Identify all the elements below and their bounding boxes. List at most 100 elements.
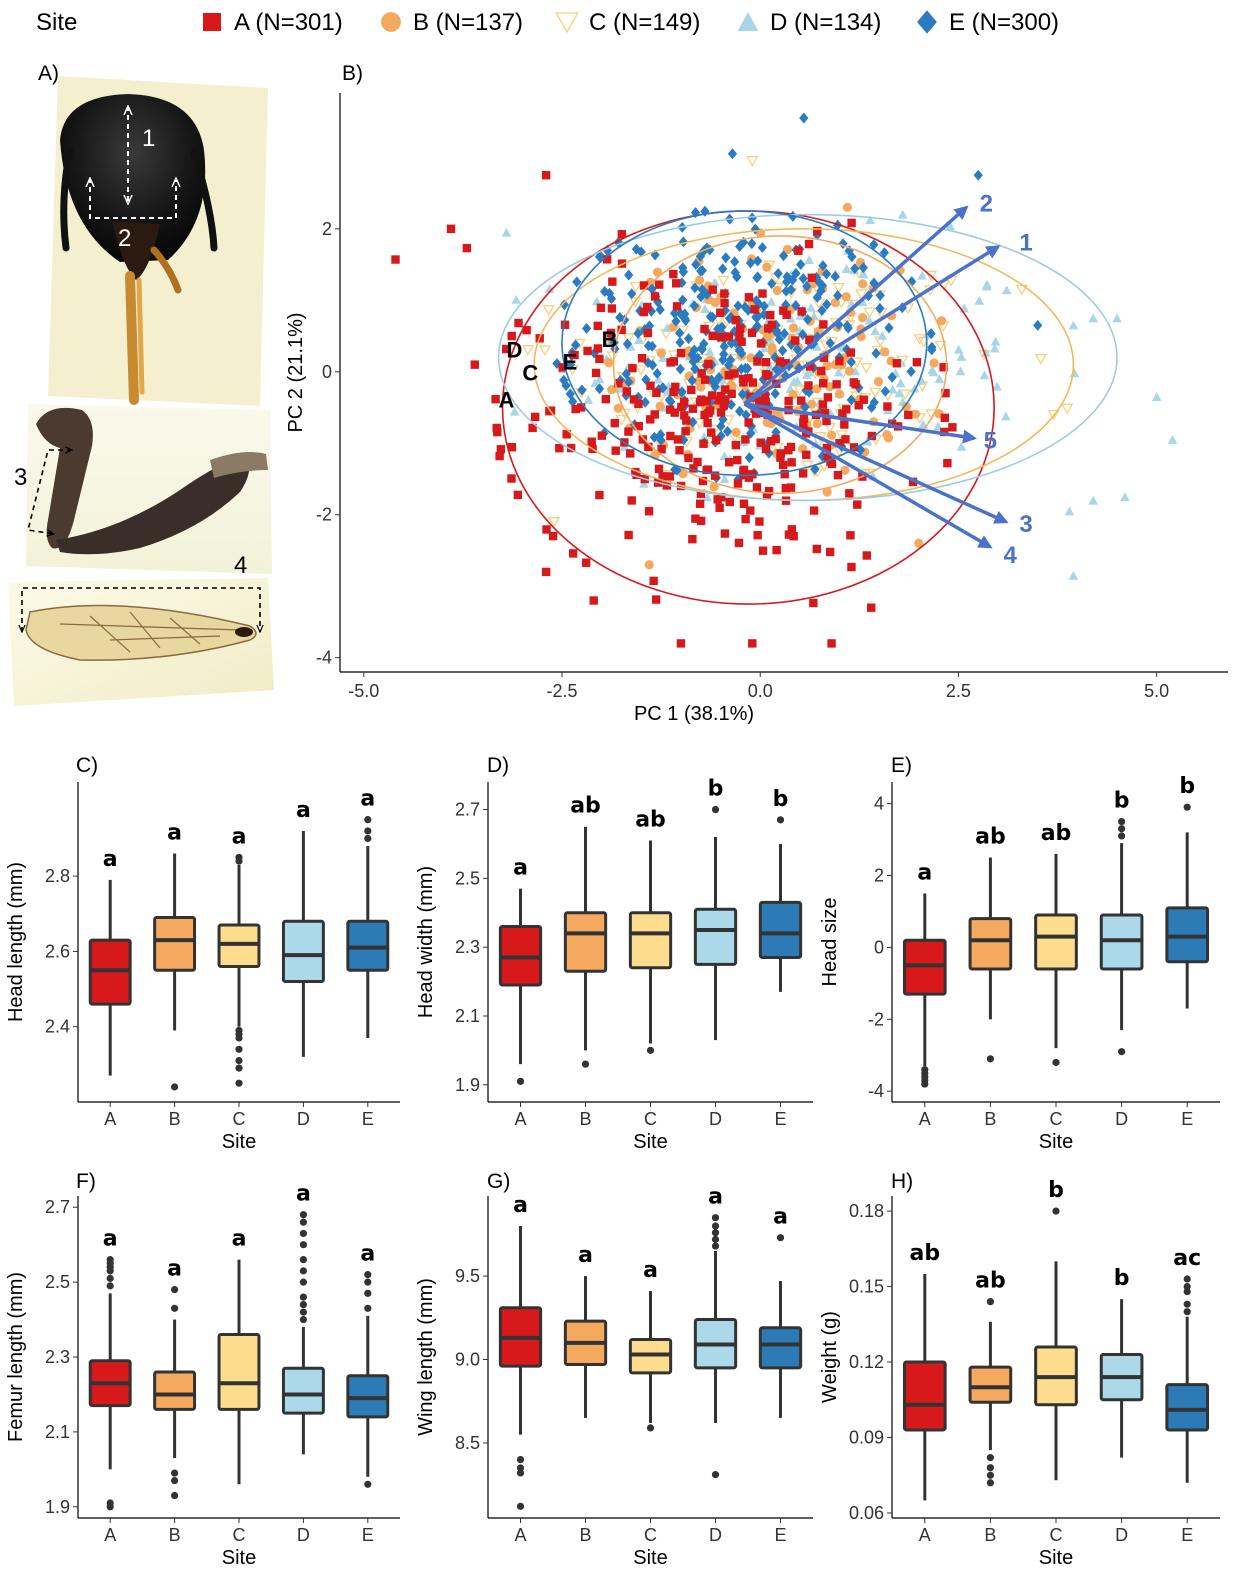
pca-point-b — [709, 482, 719, 492]
pca-point-a — [845, 489, 854, 498]
box-c: b — [1034, 1178, 1078, 1481]
pca-point-a — [725, 497, 734, 507]
legend: Site A (N=301) B (N=137) C (N=149) D (N=134… — [36, 9, 1059, 36]
outlier-point — [299, 1278, 307, 1286]
pca-point-a — [548, 531, 558, 541]
pca-point-a — [576, 403, 586, 412]
loading-arrow-3 — [743, 402, 1009, 524]
pca-point-e — [830, 270, 840, 282]
pca-point-a — [688, 404, 698, 413]
pca-point-a — [646, 415, 655, 424]
pca-point-a — [491, 394, 500, 404]
x-tick-label: -2.5 — [546, 681, 577, 701]
pca-point-e — [879, 247, 889, 259]
pca-point-e — [727, 148, 738, 160]
box-e: b — [758, 787, 803, 992]
pca-point-e — [803, 314, 813, 325]
pca-point-e — [869, 396, 879, 408]
pca-point-a — [607, 304, 617, 313]
significance-letter: ab — [975, 1269, 1006, 1294]
pca-point-a — [820, 408, 830, 418]
box-body — [281, 919, 325, 984]
pca-point-c — [855, 289, 868, 301]
pca-point-e — [572, 276, 582, 288]
pca-point-a — [715, 503, 724, 512]
pca-point-a — [887, 419, 897, 428]
box-body — [153, 916, 197, 972]
pca-point-b — [604, 358, 614, 368]
pca-point-b — [644, 560, 654, 570]
legend-items: A (N=301) B (N=137) C (N=149) D (N=134) E (N… — [203, 9, 1059, 36]
pca-point-a — [859, 395, 868, 404]
y-tick-label: 1.9 — [455, 1075, 480, 1095]
outlier-point — [516, 1077, 525, 1085]
y-tick-label: 2 — [874, 865, 884, 885]
pca-point-a — [541, 171, 551, 180]
pca-point-a — [787, 458, 796, 467]
significance-letter: ab — [570, 794, 601, 819]
pca-point-a — [700, 324, 709, 334]
pca-point-a — [731, 440, 741, 450]
pca-point-e — [771, 363, 781, 375]
outlier-point — [1183, 1282, 1191, 1291]
pca-point-b — [825, 382, 835, 392]
x-tick-label: A — [919, 1109, 931, 1129]
pca-point-e — [752, 271, 763, 283]
pca-point-a — [593, 344, 603, 353]
pca-point-a — [825, 547, 835, 557]
pca-point-a — [744, 373, 753, 383]
pca-point-a — [799, 418, 808, 427]
box-a: a — [902, 860, 947, 1088]
box-a: a — [88, 847, 132, 1076]
pca-point-a — [755, 396, 764, 405]
pca-point-d — [934, 374, 945, 383]
outlier-point — [364, 827, 372, 835]
pca-point-a — [462, 243, 472, 253]
pca-point-a — [713, 495, 722, 504]
pca-point-d — [1000, 411, 1011, 421]
y-tick-label: 2.7 — [455, 800, 480, 820]
pca-point-e — [825, 337, 835, 349]
pca-point-e — [622, 338, 633, 350]
y-axis-title: Femur length (mm) — [5, 1272, 27, 1442]
pca-point-e — [594, 383, 605, 395]
pca-point-a — [805, 362, 815, 371]
outlier-point — [299, 1211, 307, 1219]
pca-point-a — [761, 357, 771, 367]
pca-point-a — [807, 273, 817, 282]
pca-point-a — [809, 506, 819, 515]
pca-point-a — [904, 410, 913, 420]
pca-point-e — [842, 320, 852, 332]
pca-point-a — [502, 344, 511, 354]
pca-point-a — [707, 428, 716, 437]
pca-point-a — [622, 387, 631, 396]
pca-point-a — [628, 363, 637, 373]
pca-point-a — [610, 418, 619, 428]
box-b: ab — [968, 1269, 1013, 1487]
box-d: a — [693, 1185, 738, 1479]
box-body — [1165, 1383, 1210, 1432]
pca-point-a — [689, 464, 698, 473]
pca-point-a — [735, 324, 745, 333]
pca-point-d — [583, 394, 594, 404]
box-panel-f: F) 1.9 2.1 2.3 2.5 2.7 A B C D E Site Femur length (… — [5, 1170, 400, 1569]
pca-point-d — [592, 296, 602, 306]
outlier-point — [1052, 1207, 1060, 1215]
box-b: a — [563, 1243, 608, 1418]
pca-point-a — [558, 363, 567, 372]
pca-point-e — [880, 385, 890, 397]
significance-letter: a — [232, 824, 247, 849]
significance-letter: a — [103, 1227, 118, 1252]
pca-point-e — [707, 311, 718, 323]
pca-point-c — [542, 305, 555, 316]
pca-point-e — [875, 289, 885, 301]
outlier-point — [711, 1229, 720, 1237]
pca-point-c — [832, 282, 845, 294]
pca-point-e — [810, 463, 820, 475]
pca-point-d — [801, 370, 812, 379]
y-tick-label: 0 — [874, 937, 884, 957]
pca-point-a — [817, 366, 826, 376]
pca-point-a — [684, 453, 693, 463]
loading-arrow-4 — [743, 402, 993, 549]
outlier-point — [1118, 1048, 1126, 1056]
